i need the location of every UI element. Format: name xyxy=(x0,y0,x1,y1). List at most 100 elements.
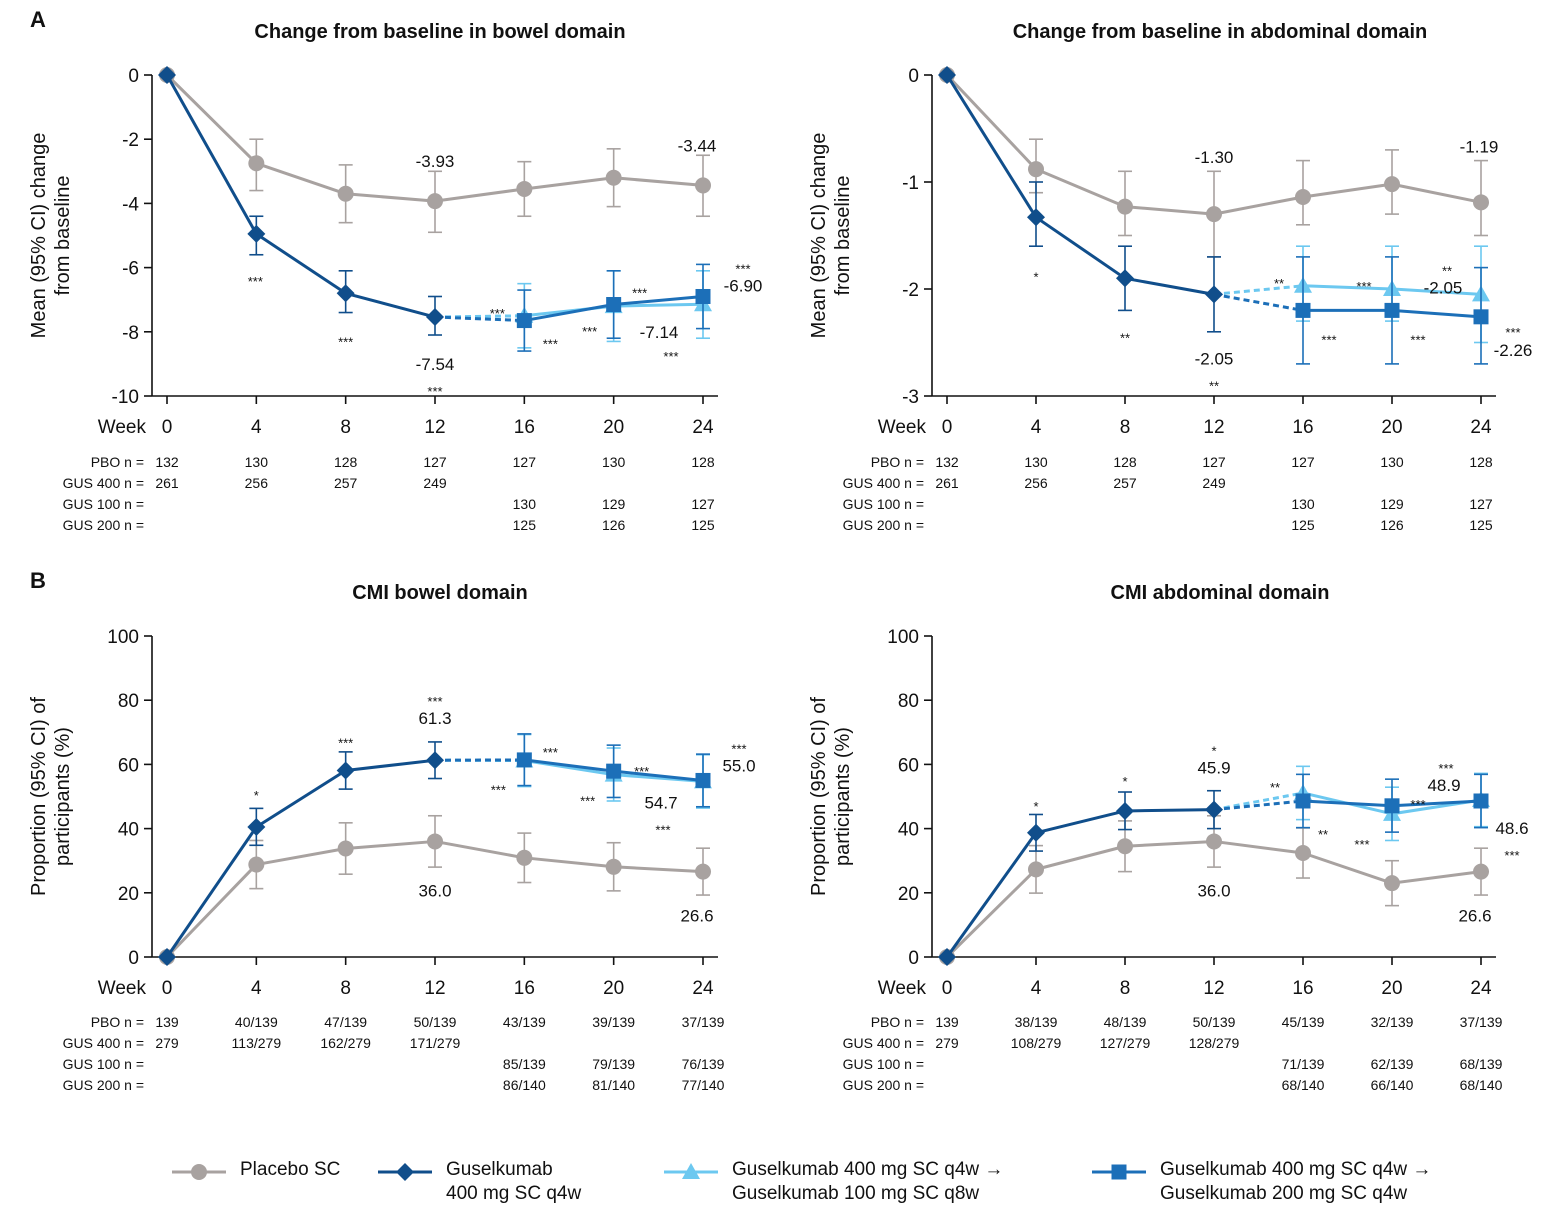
significance-label: *** xyxy=(1410,797,1425,812)
n-row-value: 68/140 xyxy=(1282,1077,1325,1093)
data-point-gus400 xyxy=(426,751,444,769)
data-label: -3.93 xyxy=(416,152,455,171)
legend-item-gus100: Guselkumab 400 mg SC q4w →Guselkumab 100… xyxy=(664,1159,1003,1204)
data-point-placebo xyxy=(516,850,532,866)
n-row-value: 127 xyxy=(691,496,715,512)
x-axis-label: Week xyxy=(878,978,927,999)
x-tick-label: 16 xyxy=(514,417,535,438)
n-row-value: 125 xyxy=(691,517,715,533)
significance-label: * xyxy=(1033,269,1038,284)
legend-label: Guselkumab 200 mg SC q4w xyxy=(1160,1183,1407,1204)
legend-marker-circle xyxy=(191,1164,207,1180)
series-line-segment xyxy=(1125,841,1214,846)
data-label: 26.6 xyxy=(680,907,713,926)
y-tick-label: 0 xyxy=(128,948,139,969)
series-gus400 xyxy=(158,66,444,335)
data-point-placebo xyxy=(1117,199,1133,215)
n-row-value: 66/140 xyxy=(1371,1077,1414,1093)
n-row-label: GUS 200 n = xyxy=(63,517,144,533)
n-row-value: 130 xyxy=(1380,454,1404,470)
significance-label: *** xyxy=(543,745,558,760)
data-point-gus200 xyxy=(1296,303,1311,318)
data-point-placebo xyxy=(695,864,711,880)
y-tick-label: -8 xyxy=(122,323,139,344)
x-tick-label: 8 xyxy=(340,417,351,438)
legend-label: Guselkumab xyxy=(446,1159,553,1180)
data-point-placebo xyxy=(1384,176,1400,192)
n-row-value: 62/139 xyxy=(1371,1056,1414,1072)
data-label: -2.26 xyxy=(1494,341,1533,360)
n-row-value: 130 xyxy=(602,454,626,470)
data-point-placebo xyxy=(338,186,354,202)
y-tick-label: 20 xyxy=(898,884,919,905)
n-row-value: 125 xyxy=(1291,517,1315,533)
n-row-value: 108/279 xyxy=(1011,1035,1062,1051)
significance-label: ** xyxy=(1209,378,1219,393)
n-row-value: 129 xyxy=(602,496,626,512)
n-row-label: GUS 200 n = xyxy=(63,1077,144,1093)
significance-label: *** xyxy=(491,783,506,798)
n-row-value: 113/279 xyxy=(232,1035,282,1051)
significance-label: * xyxy=(1033,799,1038,814)
x-tick-label: 20 xyxy=(1381,417,1402,438)
x-tick-label: 12 xyxy=(1203,417,1224,438)
significance-label: *** xyxy=(1321,332,1336,347)
series-line-segment xyxy=(1036,811,1125,833)
y-tick-label: 40 xyxy=(118,820,139,841)
significance-label: *** xyxy=(582,324,597,339)
legend-item-placebo: Placebo SC xyxy=(172,1159,340,1180)
legend-item-gus200: Guselkumab 400 mg SC q4w →Guselkumab 200… xyxy=(1092,1159,1431,1204)
data-label: 61.3 xyxy=(418,709,451,728)
n-row-value: 127 xyxy=(1202,454,1226,470)
x-tick-label: 16 xyxy=(1292,417,1313,438)
x-tick-label: 12 xyxy=(424,978,445,999)
series-line-segment xyxy=(346,841,435,848)
series-line-segment xyxy=(256,770,345,826)
significance-label: *** xyxy=(632,286,647,301)
series-line-segment xyxy=(1392,184,1481,202)
significance-label: * xyxy=(1122,774,1127,789)
n-row-label: GUS 400 n = xyxy=(63,475,144,491)
series-gus400 xyxy=(158,742,444,966)
n-row-value: 68/139 xyxy=(1460,1056,1503,1072)
chart-abdominal-change: Change from baseline in abdominal domain… xyxy=(808,21,1532,533)
data-point-placebo xyxy=(1206,833,1222,849)
data-point-gus400 xyxy=(247,225,265,243)
significance-label: *** xyxy=(1504,848,1519,863)
x-tick-label: 4 xyxy=(251,978,262,999)
data-label: 45.9 xyxy=(1197,759,1230,778)
series-line-segment xyxy=(435,317,524,321)
series-line-segment xyxy=(1303,853,1392,883)
data-label: 36.0 xyxy=(1197,881,1230,900)
series-line-segment xyxy=(167,75,256,234)
data-point-placebo xyxy=(427,193,443,209)
n-row-value: 127 xyxy=(1291,454,1315,470)
data-point-gus200 xyxy=(606,764,621,779)
n-row-value: 45/139 xyxy=(1282,1014,1325,1030)
y-axis-label-line: Mean (95% CI) change xyxy=(808,133,830,339)
n-row-value: 48/139 xyxy=(1104,1014,1147,1030)
n-row-value: 132 xyxy=(935,454,959,470)
n-row-value: 127 xyxy=(423,454,447,470)
significance-label: *** xyxy=(1354,837,1369,852)
data-point-gus400 xyxy=(1205,285,1223,303)
x-tick-label: 0 xyxy=(942,417,953,438)
y-axis-label-line: participants (%) xyxy=(832,727,854,866)
series-line-segment xyxy=(1303,801,1392,806)
n-row-value: 162/279 xyxy=(320,1035,371,1051)
n-row-label: PBO n = xyxy=(91,454,144,470)
significance-label: *** xyxy=(490,306,505,321)
x-tick-label: 24 xyxy=(1470,978,1492,999)
significance-label: *** xyxy=(543,337,558,352)
data-point-placebo xyxy=(606,170,622,186)
significance-label: *** xyxy=(634,764,649,779)
y-tick-label: -2 xyxy=(122,130,139,151)
data-point-gus200 xyxy=(1385,798,1400,813)
chart-title: Change from baseline in bowel domain xyxy=(254,21,625,43)
data-label: 26.6 xyxy=(1458,907,1491,926)
y-axis-label-line: Proportion (95% CI) of xyxy=(28,697,50,896)
n-row-label: PBO n = xyxy=(871,454,924,470)
n-row-value: 256 xyxy=(1024,475,1048,491)
x-tick-label: 0 xyxy=(162,978,173,999)
